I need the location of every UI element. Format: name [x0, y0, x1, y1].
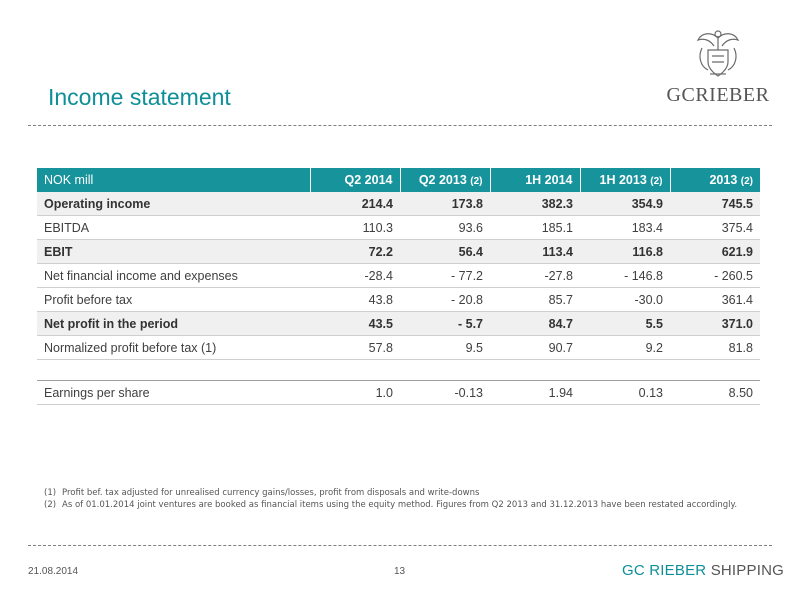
header-cell-1h-2013: 1H 2013 (2) [580, 168, 671, 192]
brand-name: GC RIEBER [622, 562, 707, 579]
header-cell-label: NOK mill [37, 168, 311, 192]
footnote-1: (1) Profit bef. tax adjusted for unreali… [44, 488, 480, 498]
footer-divider [28, 545, 772, 546]
footer-date: 21.08.2014 [28, 566, 79, 577]
table-row: EBITDA 110.3 93.6 185.1 183.4 375.4 [37, 215, 760, 240]
header-cell-q2-2014: Q2 2014 [310, 168, 401, 192]
footer-brand: GC RIEBER SHIPPING [622, 562, 784, 579]
table-row: Normalized profit before tax (1) 57.8 9.… [37, 335, 760, 360]
footnote-2: (2) As of 01.01.2014 joint ventures are … [44, 500, 738, 510]
table-row: Profit before tax 43.8 - 20.8 85.7 -30.0… [37, 287, 760, 312]
company-logo: GCRIEBER [662, 28, 774, 108]
table-row: Earnings per share 1.0 -0.13 1.94 0.13 8… [37, 380, 760, 405]
table-header-row: NOK mill Q2 2014 Q2 2013 (2) 1H 2014 1H … [37, 168, 760, 192]
table-row: Net profit in the period 43.5 - 5.7 84.7… [37, 311, 760, 336]
header-cell-q2-2013: Q2 2013 (2) [400, 168, 491, 192]
footnotes: (1) Profit bef. tax adjusted for unreali… [44, 487, 744, 511]
page-number: 13 [394, 566, 406, 577]
logo-wordmark: GCRIEBER [666, 84, 770, 106]
table-row: EBIT 72.2 56.4 113.4 116.8 621.9 [37, 239, 760, 264]
table-row: Net financial income and expenses -28.4 … [37, 263, 760, 288]
table-row: Operating income 214.4 173.8 382.3 354.9… [37, 192, 760, 216]
header-cell-2013: 2013 (2) [670, 168, 760, 192]
income-statement-table: NOK mill Q2 2014 Q2 2013 (2) 1H 2014 1H … [37, 168, 760, 405]
table-spacer-row [37, 359, 760, 381]
crest-icon [696, 30, 740, 77]
header-divider [28, 125, 772, 126]
header-cell-1h-2014: 1H 2014 [490, 168, 581, 192]
page-title: Income statement [48, 84, 231, 110]
brand-suffix: SHIPPING [706, 562, 784, 579]
